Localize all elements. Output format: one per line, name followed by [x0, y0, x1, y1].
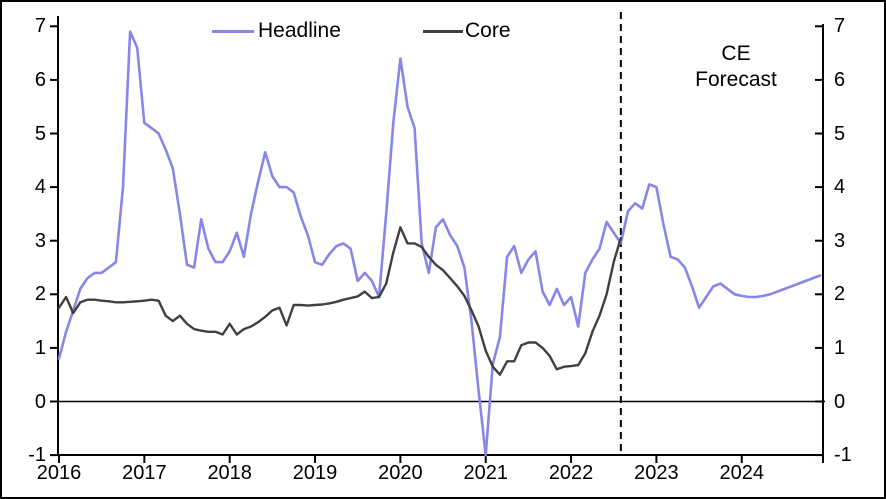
y-axis-tick-label-right: -1	[834, 444, 852, 467]
forecast-annotation: CE Forecast	[655, 41, 817, 93]
x-axis-tick-label: 2018	[207, 462, 252, 484]
y-axis-tick-label-right: 4	[834, 176, 846, 199]
y-axis-tick-label-left: 5	[34, 122, 46, 145]
x-axis-tick-label: 2017	[122, 462, 167, 484]
y-axis-tick-label-right: 6	[834, 68, 846, 91]
legend-label-core: Core	[465, 19, 511, 42]
y-axis-tick-label-right: 2	[834, 283, 846, 306]
y-axis-tick-label-left: 1	[34, 336, 46, 359]
y-axis-tick-label-right: 5	[834, 122, 846, 145]
core-series-line	[57, 226, 622, 376]
y-axis-tick-label-left: 4	[34, 176, 46, 199]
x-axis-tick-label: 2020	[378, 462, 423, 484]
core-legend-line-swatch	[423, 30, 463, 33]
x-axis-tick-label: 2021	[463, 462, 508, 484]
y-axis-tick-label-right: 7	[834, 15, 846, 38]
headline-legend-line-swatch	[212, 30, 254, 33]
y-axis-tick-label-left: 6	[34, 68, 46, 91]
forecast-annotation-line1: CE	[721, 42, 751, 65]
y-axis-tick-label-left: 3	[34, 229, 46, 252]
x-axis-tick-label: 2024	[719, 462, 765, 484]
x-axis-tick-label: 2022	[548, 462, 594, 484]
legend-label-headline: Headline	[258, 19, 341, 42]
headline-series-line	[57, 30, 822, 457]
y-axis-tick-label-right: 3	[834, 229, 846, 252]
forecast-annotation-line2: Forecast	[695, 68, 777, 91]
y-axis-tick-label-left: 2	[34, 283, 46, 306]
y-axis-tick-label-right: 1	[834, 336, 846, 359]
y-axis-tick-label-left: -1	[28, 444, 46, 467]
x-axis-tick-label: 2016	[36, 462, 82, 484]
x-axis-tick-label: 2023	[634, 462, 679, 484]
x-axis-tick-label: 2019	[292, 462, 338, 484]
y-axis-tick-label-left: 7	[34, 15, 46, 38]
y-axis-tick-label-right: 0	[834, 390, 846, 413]
y-axis-tick-label-left: 0	[34, 390, 46, 413]
